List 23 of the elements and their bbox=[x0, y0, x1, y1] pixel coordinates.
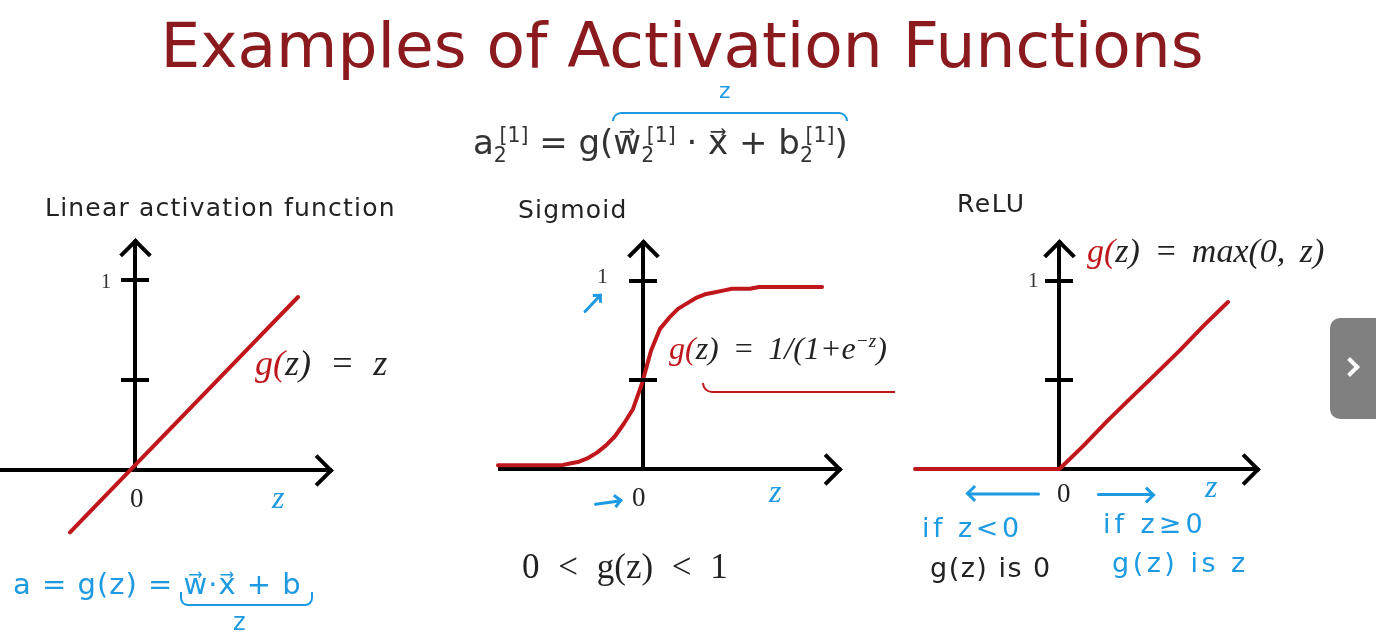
text: 1 bbox=[1028, 268, 1039, 292]
text: 0 < g(z) < 1 bbox=[522, 547, 728, 586]
text: if z<0 bbox=[922, 512, 1023, 543]
text: a = g(z) = w⃗·x⃗ + b bbox=[13, 567, 302, 601]
x-axis-title: z bbox=[769, 473, 782, 509]
text: z bbox=[233, 608, 246, 636]
text: g(z) is 0 bbox=[930, 552, 1052, 583]
text: g(z) is z bbox=[1112, 547, 1249, 578]
series-label: g(z) = 1/(1+e$^{−z}$) bbox=[669, 330, 887, 366]
text: a$_{2}$$^{[1]}$ = g(w⃗$_{2}$$^{[1]}$ · x⃗ + b$_{2}$$^{[1]}$) bbox=[473, 122, 848, 167]
chart-title: Sigmoid bbox=[518, 195, 628, 224]
text: 1 bbox=[101, 270, 111, 292]
series-label: g(z) = max(0, z) bbox=[1087, 232, 1325, 269]
text: if z≥0 bbox=[1103, 508, 1207, 539]
text: 0 bbox=[632, 482, 646, 512]
text: 0 bbox=[1057, 478, 1071, 508]
annotation: 1 bbox=[597, 263, 608, 288]
chart-title: ReLU bbox=[957, 189, 1026, 218]
chart-title: Linear activation function bbox=[45, 193, 396, 222]
annotation: 0 bbox=[130, 483, 144, 513]
x-axis-title: z bbox=[1205, 468, 1218, 504]
x-axis-title: z bbox=[272, 479, 285, 515]
series-label: g(z) = z bbox=[255, 343, 388, 383]
